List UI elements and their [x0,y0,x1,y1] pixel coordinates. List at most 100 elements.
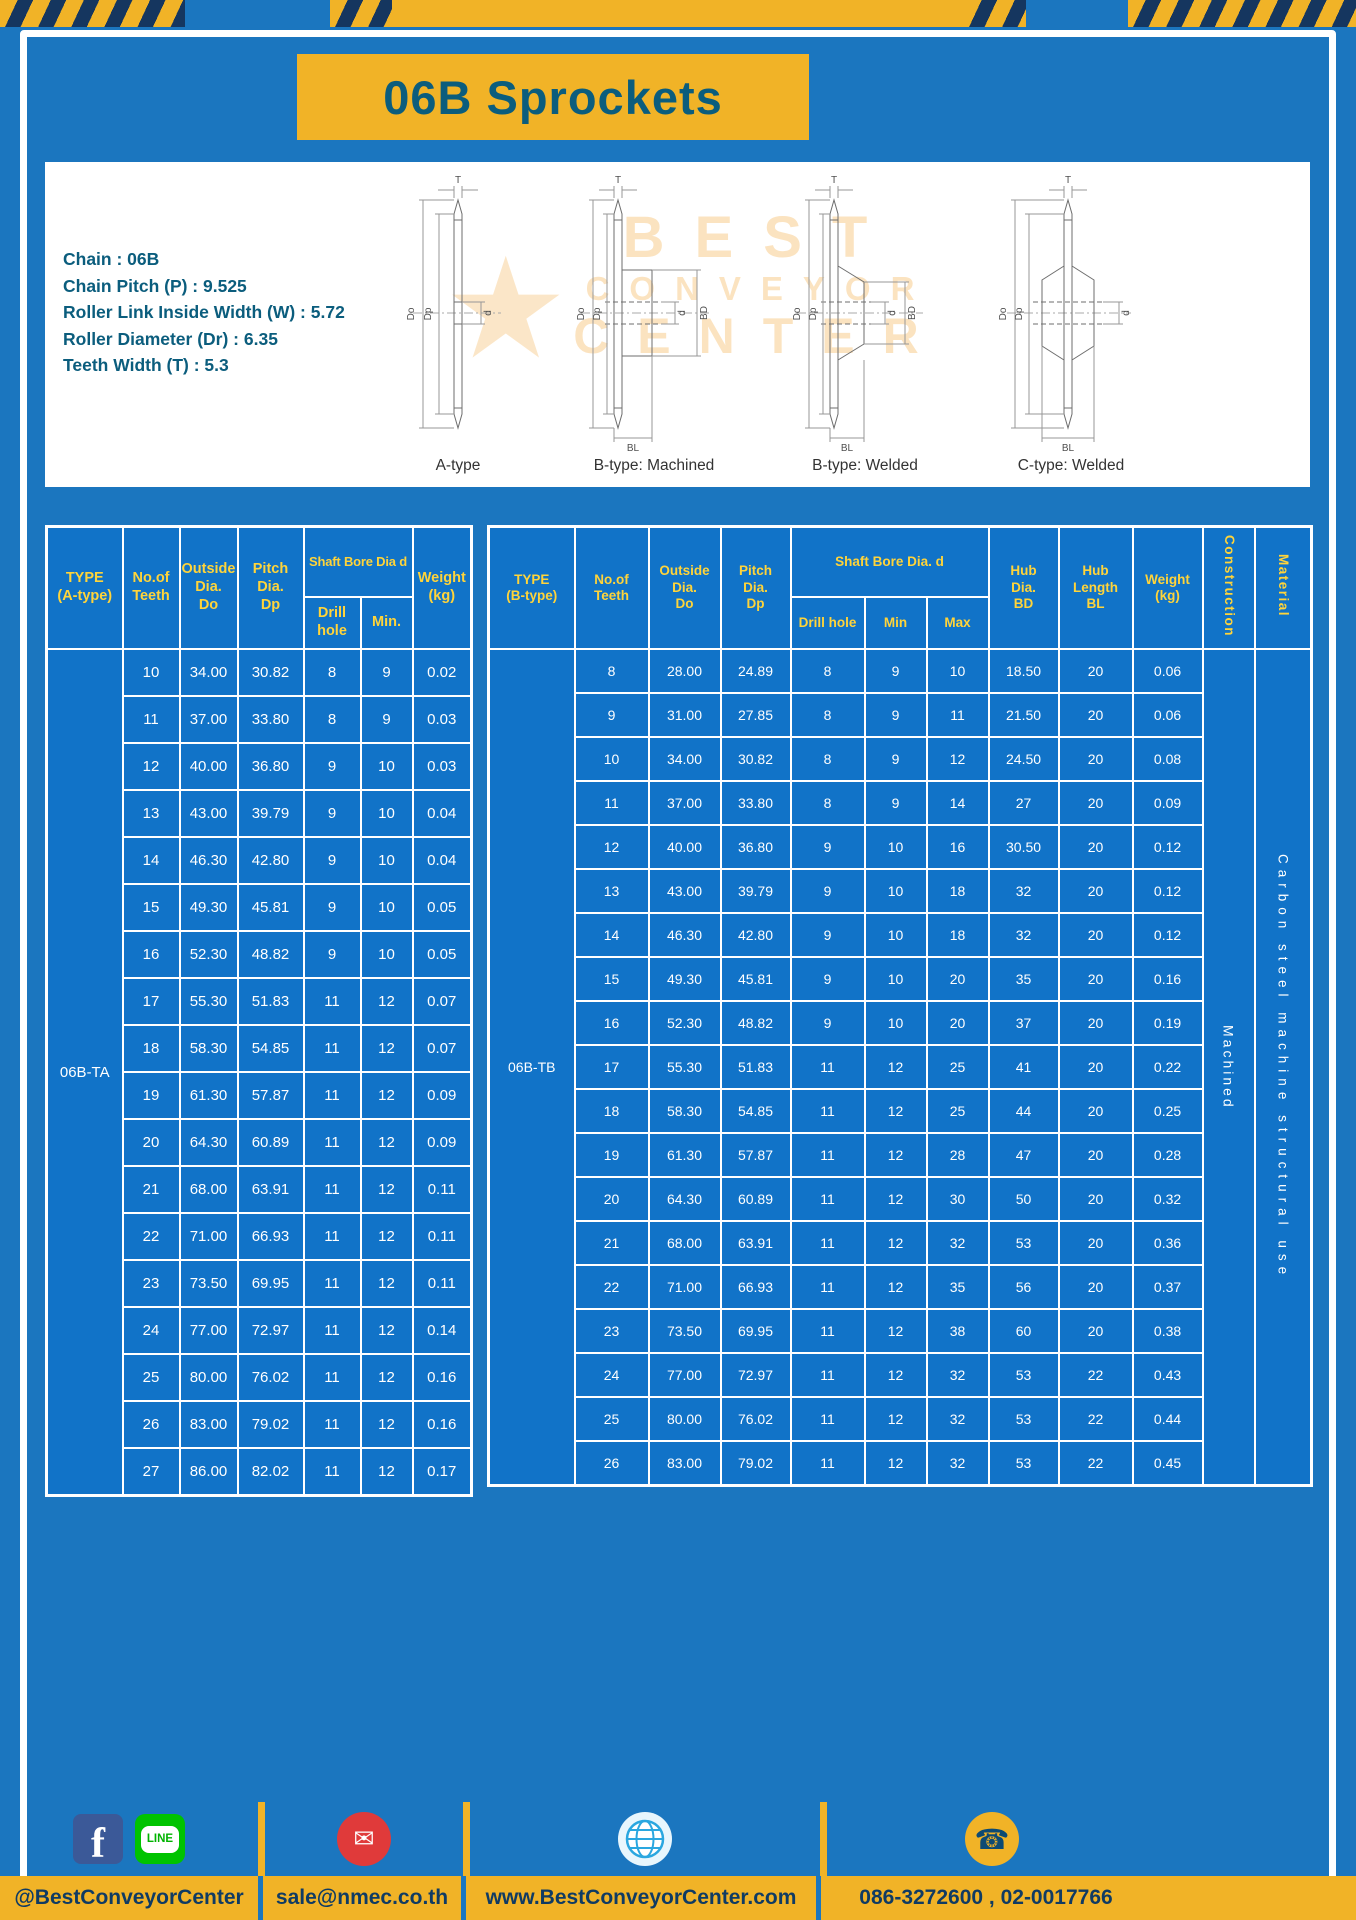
line-icon[interactable]: LINE [135,1814,185,1864]
min: 12 [359,1165,414,1214]
outside-dia: 34.00 [178,648,239,697]
page-title: 06B Sprockets [297,54,809,140]
hub-dia: 32 [987,868,1060,914]
max: 32 [925,1220,990,1266]
globe-icon[interactable] [618,1812,672,1866]
table-row: 15 49.30 45.81 9 10 0.05 [47,883,473,932]
weight: 0.38 [1131,1308,1204,1354]
weight: 0.11 [411,1212,473,1261]
footer-contact-bar: @BestConveyorCenter sale@nmec.co.th www.… [0,1876,1356,1920]
social-handle[interactable]: @BestConveyorCenter [14,1886,244,1909]
drill-hole: 11 [789,1308,866,1354]
min: 12 [863,1396,928,1442]
pitch-dia: 33.80 [719,780,792,826]
col-header-min: Min. [359,596,414,650]
weight: 0.09 [411,1071,473,1120]
table-row: 22 71.00 66.93 11 12 35 56 20 0.37 [489,1264,1312,1310]
type-label: 06B-TA [45,648,124,1497]
table-row: 15 49.30 45.81 9 10 20 35 20 0.16 [489,956,1312,1002]
pitch-dia: 63.91 [719,1220,792,1266]
weight: 0.05 [411,930,473,979]
teeth: 21 [121,1165,181,1214]
table-row: 16 52.30 48.82 9 10 0.05 [47,930,473,979]
col-header-max: Max [925,596,990,650]
construction-value: Machined [1201,648,1256,1487]
drill-hole: 11 [302,1071,362,1120]
pitch-dia: 39.79 [719,868,792,914]
weight: 0.37 [1131,1264,1204,1310]
min: 10 [359,883,414,932]
min: 12 [359,1306,414,1355]
hub-length: 20 [1057,780,1134,826]
drawing-caption: B-type: Welded [812,457,918,474]
min: 10 [359,930,414,979]
teeth: 25 [121,1353,181,1402]
table-b-type: TYPE (B-type) No.of Teeth Outside Dia. D… [487,525,1314,1487]
weight: 0.06 [1131,692,1204,738]
logo-star-icon: ★ [443,230,569,387]
outside-dia: 80.00 [647,1396,722,1442]
email-address[interactable]: sale@nmec.co.th [275,1886,449,1909]
outside-dia: 71.00 [178,1212,239,1261]
teeth: 17 [121,977,181,1026]
dim-label-bd: BD [699,306,710,320]
email-icon[interactable]: ✉ [337,1812,391,1866]
drill-hole: 11 [302,1118,362,1167]
outside-dia: 68.00 [647,1220,722,1266]
outside-dia: 83.00 [178,1400,239,1449]
hub-dia: 47 [987,1132,1060,1178]
hub-dia: 53 [987,1352,1060,1398]
min: 12 [359,1353,414,1402]
footer-phone-section: ☎ [827,1802,1157,1876]
dim-label-do: Do [998,307,1009,320]
hub-dia: 18.50 [987,648,1060,694]
pitch-dia: 57.87 [236,1071,305,1120]
hub-dia: 41 [987,1044,1060,1090]
pitch-dia: 66.93 [236,1212,305,1261]
pitch-dia: 76.02 [719,1396,792,1442]
decorative-stripe-left [0,0,185,27]
teeth: 27 [121,1447,181,1497]
drill-hole: 11 [789,1044,866,1090]
phone-numbers[interactable]: 086-3272600 , 02-0017766 [859,1886,1113,1909]
material-value: Carbon steel machine structural use [1253,648,1313,1487]
min: 12 [863,1176,928,1222]
type-label: 06B-TB [487,648,576,1487]
pitch-dia: 66.93 [719,1264,792,1310]
teeth: 26 [573,1440,650,1487]
col-header-type: TYPE (A-type) [45,525,124,650]
website-url[interactable]: www.BestConveyorCenter.com [485,1886,797,1909]
drill-hole: 11 [789,1088,866,1134]
table-row: 14 46.30 42.80 9 10 0.04 [47,836,473,885]
pitch-dia: 82.02 [236,1447,305,1497]
pitch-dia: 36.80 [719,824,792,870]
pitch-dia: 27.85 [719,692,792,738]
outside-dia: 31.00 [647,692,722,738]
dim-label-t: T [831,175,837,186]
pitch-dia: 72.97 [236,1306,305,1355]
hub-length: 22 [1057,1352,1134,1398]
watermark-line: BEST [622,205,898,270]
hub-length: 20 [1057,692,1134,738]
facebook-icon[interactable]: f [73,1814,123,1864]
col-header-weight: Weight (kg) [411,525,473,650]
weight: 0.28 [1131,1132,1204,1178]
dim-label-t: T [1065,175,1071,186]
weight: 0.09 [1131,780,1204,826]
drill-hole: 11 [302,1447,362,1497]
weight: 0.07 [411,1024,473,1073]
dim-label-d: d [677,310,688,316]
drill-hole: 11 [789,1264,866,1310]
max: 32 [925,1396,990,1442]
phone-icon[interactable]: ☎ [965,1812,1019,1866]
footer-email-section: ✉ [265,1802,463,1876]
spec-line: Teeth Width (T) : 5.3 [63,355,229,375]
drill-hole: 9 [302,789,362,838]
dim-label-dp: Dp [592,307,603,320]
hub-length: 20 [1057,648,1134,694]
max: 28 [925,1132,990,1178]
outside-dia: 77.00 [178,1306,239,1355]
outside-dia: 68.00 [178,1165,239,1214]
outside-dia: 46.30 [647,912,722,958]
table-row: 9 31.00 27.85 8 9 11 21.50 20 0.06 [489,692,1312,738]
